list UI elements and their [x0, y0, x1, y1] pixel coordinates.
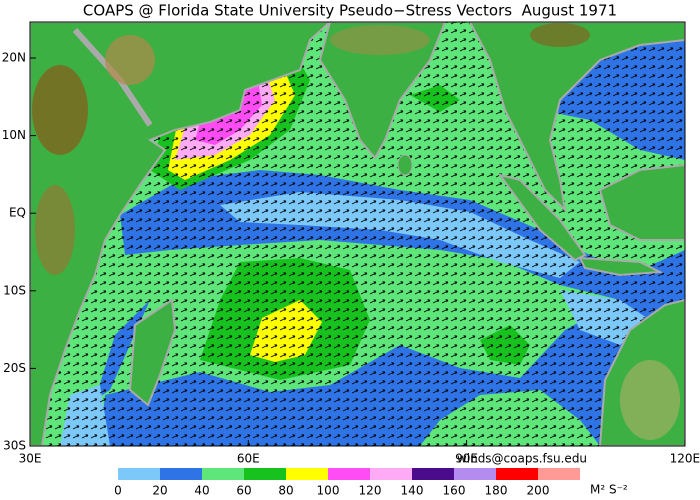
colorbar-swatch [286, 468, 328, 480]
colorbar-label: 20 [152, 484, 167, 498]
lat-label: EQ [9, 206, 26, 220]
map-frame [29, 21, 686, 447]
colorbar-label: 160 [443, 484, 466, 498]
land [578, 256, 664, 277]
title: COAPS @ Florida State University Pseudo−… [83, 2, 617, 20]
land [30, 22, 332, 446]
colorbar-label: 120 [359, 484, 382, 498]
colorbar-label: 180 [485, 484, 508, 498]
terrain [330, 25, 430, 55]
terrain [530, 23, 590, 47]
colorbar-swatch [328, 468, 370, 480]
land [318, 22, 447, 160]
lat-label: 30S [3, 439, 26, 453]
colorbar-swatch [118, 468, 160, 480]
terrain [620, 360, 680, 440]
land [128, 298, 177, 407]
lon-label: 60E [237, 452, 260, 466]
land [468, 22, 685, 213]
lon-label: 120E [670, 452, 700, 466]
colorbar-label: 80 [278, 484, 293, 498]
lon-label: 90E [455, 452, 478, 466]
colorbar-swatch [496, 468, 538, 480]
land [598, 163, 685, 241]
terrain [105, 35, 155, 85]
map [30, 22, 685, 446]
colorbar-swatch [202, 468, 244, 480]
colorbar-label: 140 [401, 484, 424, 498]
colorbar-label: 0 [114, 484, 122, 498]
colorbar-label: 40 [194, 484, 209, 498]
colorbar-swatch [538, 468, 580, 480]
colorbar-swatch [370, 468, 412, 480]
colorbar-label: 100 [317, 484, 340, 498]
colorbar-swatch [160, 468, 202, 480]
colorbar-unit: M² S⁻² [590, 483, 628, 497]
lat-label: 10S [3, 283, 26, 297]
colorbar-swatch [454, 468, 496, 480]
lat-label: 20N [2, 51, 26, 65]
colorbar-label: 200 [527, 484, 550, 498]
lat-label: 20S [3, 361, 26, 375]
terrain [32, 65, 88, 155]
land [497, 173, 587, 262]
lat-label: 10N [2, 128, 26, 142]
colorbar-swatch [412, 468, 454, 480]
terrain [35, 185, 75, 275]
colorbar-label: 60 [236, 484, 251, 498]
land [397, 154, 413, 176]
credit: winds@coaps.fsu.edu [457, 452, 587, 466]
lon-label: 30E [19, 452, 42, 466]
colorbar-swatch [244, 468, 286, 480]
